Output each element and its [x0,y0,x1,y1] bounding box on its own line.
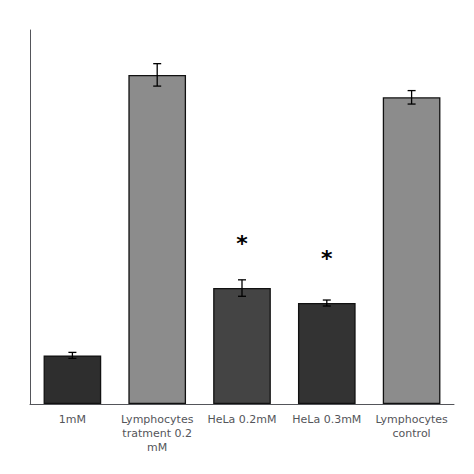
svg-text:control: control [393,427,431,440]
svg-text:mM: mM [147,441,167,454]
svg-text:*: * [236,231,248,256]
svg-text:*: * [321,246,333,271]
svg-text:1mM: 1mM [59,413,86,426]
svg-text:Lymphocytes: Lymphocytes [375,413,448,426]
svg-text:HeLa 0.3mM: HeLa 0.3mM [292,413,361,426]
svg-text:tratment 0.2: tratment 0.2 [122,427,192,440]
svg-text:HeLa 0.2mM: HeLa 0.2mM [207,413,276,426]
svg-text:Lymphocytes: Lymphocytes [121,413,194,426]
